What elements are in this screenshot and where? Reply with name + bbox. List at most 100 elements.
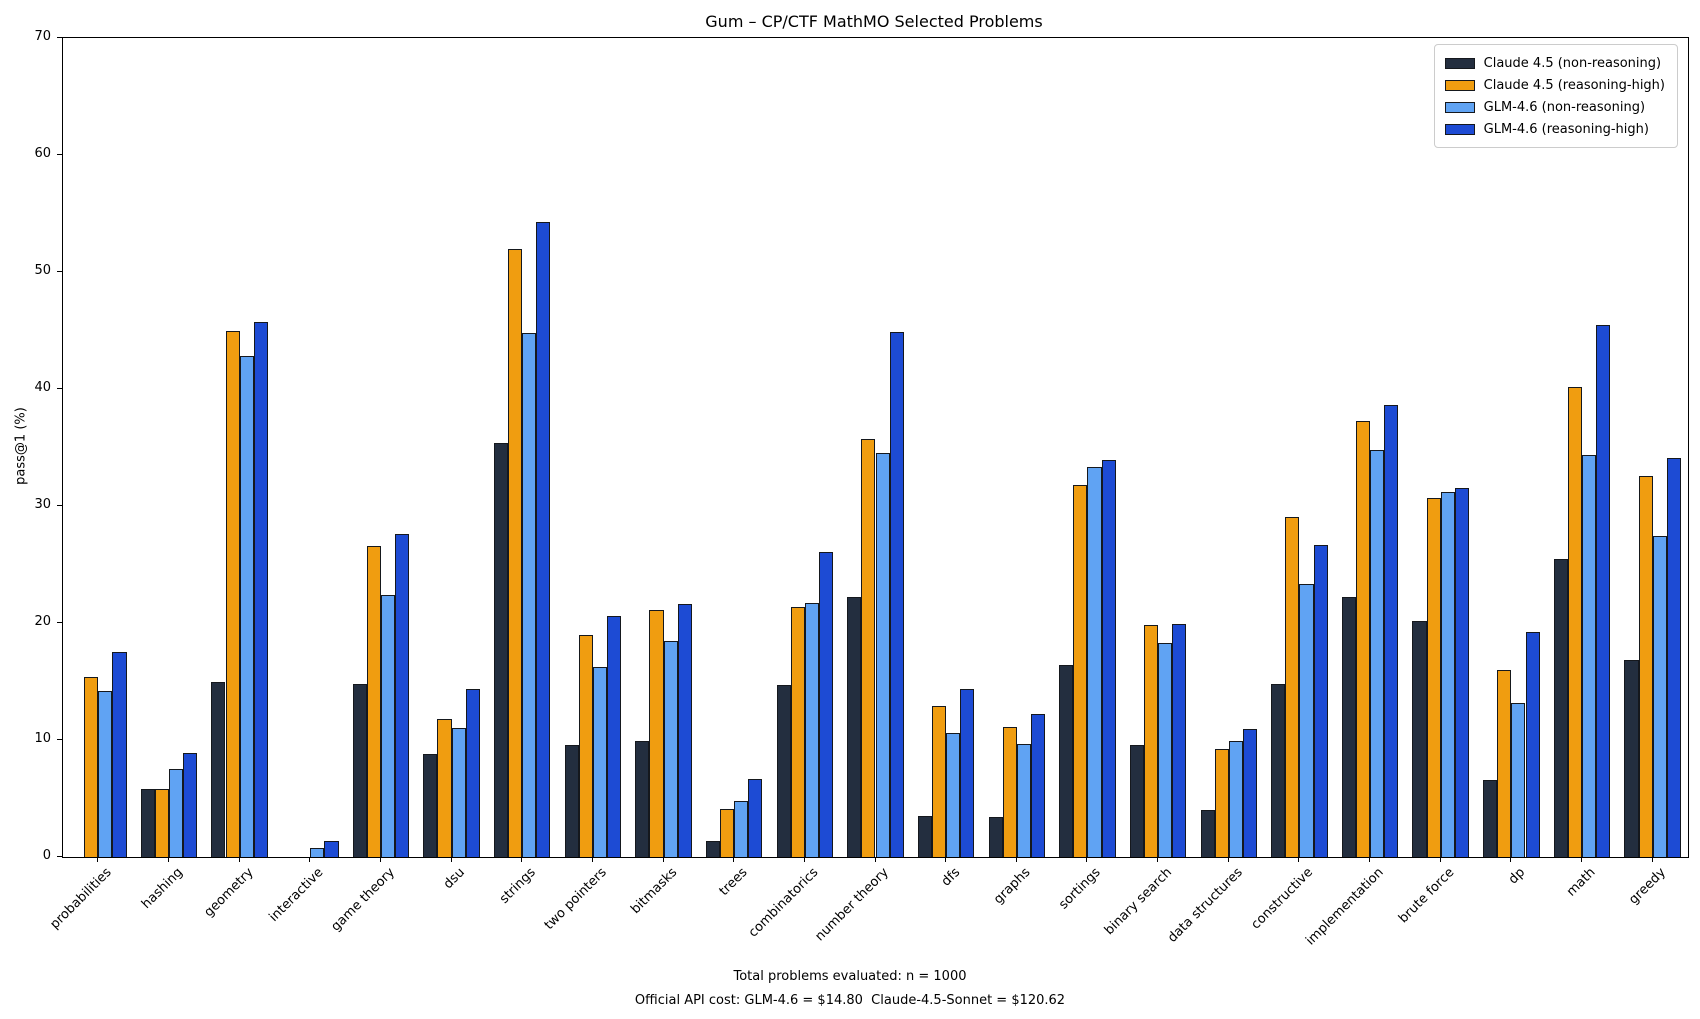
y-tick-mark — [57, 388, 62, 389]
bar-constructive-s3 — [1313, 544, 1328, 857]
x-tick-mark — [1651, 857, 1653, 862]
bar-data-structures-s2 — [1228, 741, 1243, 857]
bar-trees-s0 — [705, 840, 721, 857]
x-tick-mark — [97, 857, 99, 862]
legend-label: Claude 4.5 (non-reasoning) — [1483, 55, 1662, 71]
bar-brute-force-s0 — [1412, 620, 1427, 857]
bar-trees-s2 — [734, 800, 749, 857]
bar-dsu-s0 — [423, 754, 438, 857]
x-tick-mark — [1157, 857, 1159, 862]
bar-dsu-s3 — [465, 688, 480, 857]
bar-constructive-s1 — [1285, 516, 1300, 857]
bar-greedy-s2 — [1652, 536, 1667, 857]
x-tick-mark — [1086, 857, 1088, 862]
bar-binary-search-s3 — [1172, 624, 1187, 857]
bar-geometry-s0 — [211, 681, 226, 857]
x-tick-mark — [309, 857, 311, 862]
bar-hashing-s3 — [183, 752, 198, 857]
bar-dfs-s2 — [946, 732, 961, 857]
x-tick-label-sortings: sortings — [1056, 865, 1105, 913]
x-tick-label-combinatorics: combinatorics — [745, 865, 822, 941]
x-tick-label-greedy: greedy — [1626, 865, 1670, 908]
legend-label: GLM-4.6 (non-reasoning) — [1483, 99, 1646, 115]
y-axis-label: pass@1 (%) — [13, 407, 29, 485]
x-tick-mark — [238, 857, 240, 862]
bar-bitmasks-s2 — [663, 640, 678, 857]
x-tick-label-hashing: hashing — [138, 865, 186, 912]
x-tick-label-dsu: dsu — [441, 865, 469, 893]
x-tick-label-binary-search: binary search — [1101, 865, 1175, 939]
bar-graphs-s0 — [988, 817, 1003, 857]
x-tick-mark — [167, 857, 169, 862]
bar-implementation-s2 — [1370, 449, 1385, 857]
x-tick-label-interactive: interactive — [266, 865, 327, 925]
x-tick-label-math: math — [1564, 865, 1599, 900]
bar-game-theory-s2 — [380, 594, 396, 857]
bar-number-theory-s2 — [875, 453, 890, 857]
bar-sortings-s0 — [1059, 665, 1074, 857]
legend-swatch-icon — [1444, 57, 1475, 69]
x-tick-mark — [945, 857, 947, 862]
bar-graphs-s2 — [1016, 743, 1031, 857]
bar-hashing-s0 — [140, 789, 155, 857]
bar-combinatorics-s0 — [776, 685, 791, 857]
x-tick-mark — [733, 857, 735, 862]
bar-trees-s3 — [748, 778, 763, 857]
bar-greedy-s1 — [1638, 475, 1653, 857]
legend: Claude 4.5 (non-reasoning) Claude 4.5 (re… — [1433, 44, 1678, 148]
x-tick-label-two-pointers: two pointers — [541, 865, 610, 933]
bar-graphs-s1 — [1002, 727, 1017, 857]
bar-math-s1 — [1567, 386, 1583, 857]
legend-swatch-icon — [1444, 123, 1475, 135]
bar-combinatorics-s2 — [804, 603, 819, 857]
bar-dfs-s0 — [917, 816, 933, 857]
legend-item: Claude 4.5 (non-reasoning) — [1444, 52, 1665, 74]
bar-greedy-s3 — [1666, 458, 1681, 857]
bar-bitmasks-s1 — [649, 610, 664, 857]
bar-game-theory-s3 — [395, 534, 410, 857]
bar-constructive-s0 — [1271, 683, 1286, 857]
x-tick-mark — [591, 857, 593, 862]
bar-geometry-s1 — [225, 330, 240, 857]
bar-probabilities-s2 — [98, 690, 113, 857]
bar-strings-s3 — [536, 221, 551, 857]
bar-interactive-s3 — [324, 840, 339, 857]
x-tick-label-dp: dp — [1505, 865, 1528, 888]
bar-dp-s1 — [1497, 669, 1512, 857]
bar-implementation-s0 — [1341, 597, 1356, 857]
bar-constructive-s2 — [1299, 584, 1314, 857]
bar-dp-s3 — [1525, 632, 1540, 857]
bar-trees-s1 — [720, 809, 735, 857]
bar-dfs-s1 — [932, 706, 947, 857]
bar-data-structures-s3 — [1242, 729, 1258, 857]
bar-dsu-s1 — [437, 718, 452, 857]
y-tick-mark — [57, 154, 62, 155]
bar-brute-force-s1 — [1426, 497, 1441, 857]
x-tick-label-data-structures: data structures — [1164, 865, 1246, 946]
bar-geometry-s2 — [239, 356, 254, 857]
bar-probabilities-s1 — [84, 676, 99, 857]
y-tick-label: 60 — [34, 146, 51, 161]
bar-brute-force-s3 — [1454, 488, 1469, 857]
bar-interactive-s2 — [310, 847, 325, 857]
footer-line-2: Official API cost: GLM-4.6 = $14.80 Clau… — [634, 993, 1066, 1008]
bar-binary-search-s1 — [1143, 625, 1159, 857]
bar-sortings-s2 — [1087, 467, 1102, 857]
x-tick-label-geometry: geometry — [201, 865, 257, 921]
y-tick-mark — [57, 622, 62, 623]
y-tick-label: 0 — [42, 848, 51, 863]
legend-label: Claude 4.5 (reasoning-high) — [1483, 77, 1665, 93]
bar-sortings-s3 — [1101, 460, 1116, 857]
y-tick-mark — [57, 271, 62, 272]
y-tick-label: 40 — [34, 380, 51, 395]
x-tick-mark — [1510, 857, 1512, 862]
x-tick-label-number-theory: number theory — [812, 865, 893, 945]
x-tick-mark — [1298, 857, 1300, 862]
legend-label: GLM-4.6 (reasoning-high) — [1483, 121, 1649, 137]
footer-line-1: Total problems evaluated: n = 1000 — [733, 969, 967, 984]
bar-brute-force-s2 — [1440, 491, 1455, 857]
bar-bitmasks-s0 — [635, 741, 650, 857]
y-tick-mark — [57, 37, 62, 38]
legend-item: GLM-4.6 (reasoning-high) — [1444, 118, 1665, 140]
bar-hashing-s2 — [168, 769, 184, 857]
